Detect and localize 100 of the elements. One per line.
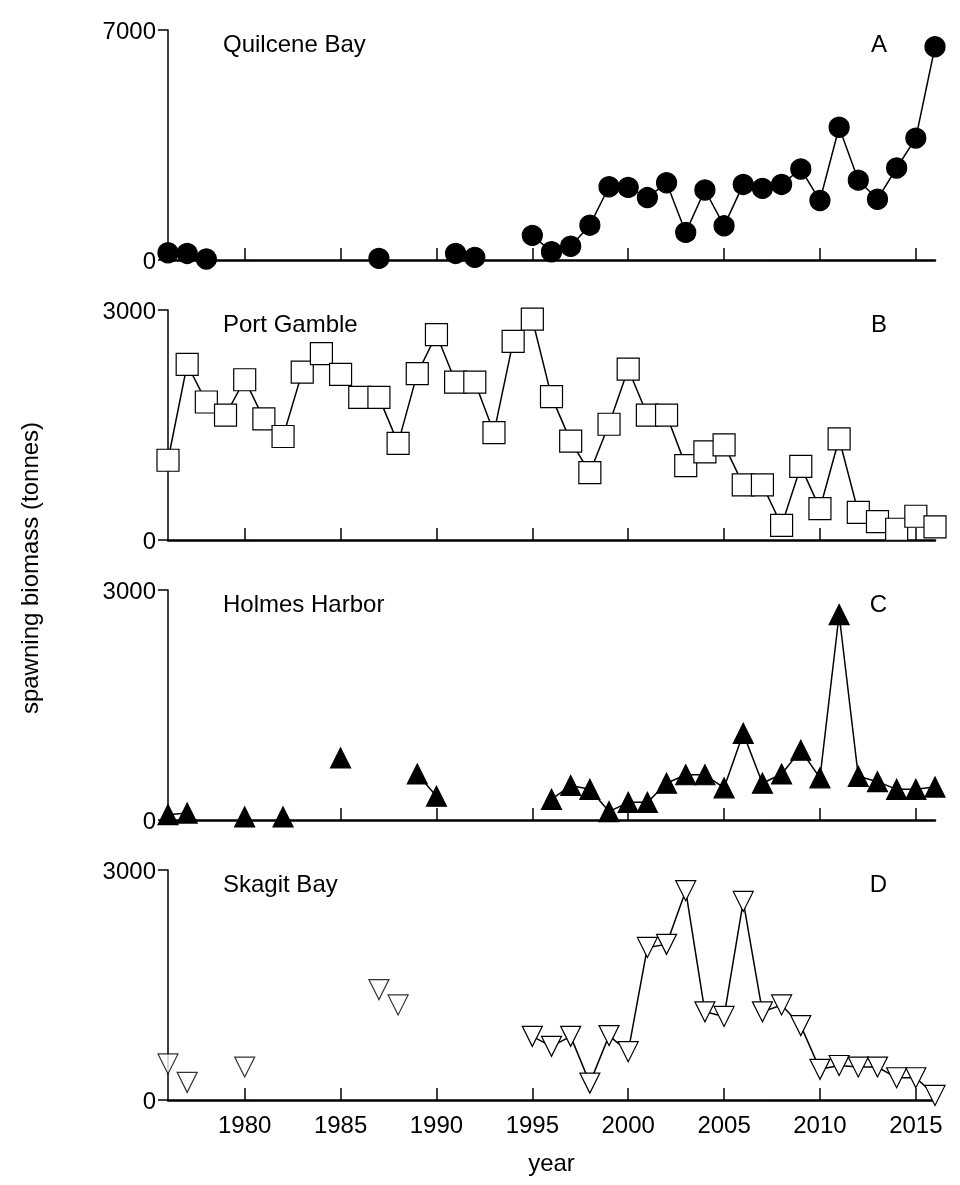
point xyxy=(674,454,698,478)
point xyxy=(386,431,410,455)
point xyxy=(272,806,294,828)
point xyxy=(521,1025,543,1047)
point xyxy=(886,1067,908,1089)
point xyxy=(790,739,812,761)
point xyxy=(464,246,486,268)
point xyxy=(771,763,793,785)
point xyxy=(367,385,391,409)
y-tick-label: 0 xyxy=(142,526,156,554)
point xyxy=(924,36,946,58)
point xyxy=(540,1035,563,1057)
x-tick-label: 1990 xyxy=(409,1110,464,1138)
point xyxy=(157,804,179,826)
chart-title: Port Gamble xyxy=(223,309,358,337)
point xyxy=(176,242,198,265)
point xyxy=(771,994,793,1016)
point xyxy=(424,322,449,347)
x-tick-label: 2015 xyxy=(889,1110,943,1138)
point xyxy=(578,460,602,485)
point xyxy=(176,1071,198,1093)
point xyxy=(157,242,179,264)
point xyxy=(636,186,658,209)
point xyxy=(790,1015,812,1037)
point xyxy=(406,763,428,785)
point xyxy=(175,352,199,377)
point xyxy=(905,127,927,149)
point xyxy=(157,1053,179,1075)
point xyxy=(271,424,295,449)
point xyxy=(368,979,390,1001)
point xyxy=(579,214,601,236)
point xyxy=(924,1084,946,1106)
point xyxy=(234,806,256,828)
point xyxy=(309,342,333,366)
point xyxy=(770,513,794,538)
point xyxy=(579,778,601,800)
point xyxy=(156,448,180,472)
point xyxy=(560,235,582,257)
y-tick-label: 7000 xyxy=(102,16,156,44)
point xyxy=(520,307,544,331)
point xyxy=(751,177,774,199)
point xyxy=(675,880,697,902)
point xyxy=(328,362,353,386)
point xyxy=(194,390,218,414)
point xyxy=(598,1025,620,1047)
point xyxy=(694,1001,716,1023)
point xyxy=(732,890,754,913)
point xyxy=(617,176,639,198)
point xyxy=(176,802,198,824)
point xyxy=(655,772,678,794)
point xyxy=(675,221,697,243)
annotation: A xyxy=(870,29,888,57)
point xyxy=(905,778,927,800)
point xyxy=(886,778,908,800)
point xyxy=(866,1056,889,1078)
point xyxy=(713,215,735,237)
x-axis-title: year xyxy=(528,1148,575,1176)
point xyxy=(732,722,754,744)
point xyxy=(559,429,583,453)
y-axis-title: spawning biomass (tonnes) xyxy=(16,421,44,715)
point xyxy=(847,765,869,787)
point xyxy=(539,385,564,409)
point xyxy=(654,403,679,427)
point xyxy=(463,370,487,394)
x-tick-label: 2010 xyxy=(793,1110,847,1138)
point xyxy=(540,788,563,810)
annotation: B xyxy=(870,309,888,337)
point xyxy=(579,1072,601,1094)
point xyxy=(387,994,409,1016)
point xyxy=(905,1067,927,1089)
x-tick-label: 1985 xyxy=(313,1110,368,1138)
point xyxy=(655,933,678,955)
point xyxy=(616,357,640,381)
y-tick-label: 3000 xyxy=(102,856,156,884)
x-tick-label: 2000 xyxy=(601,1110,655,1138)
point xyxy=(482,421,506,445)
y-tick-label: 0 xyxy=(142,1086,156,1114)
y-tick-label: 0 xyxy=(142,806,156,834)
point xyxy=(445,242,467,265)
point xyxy=(885,517,909,541)
point xyxy=(501,329,525,354)
point xyxy=(828,116,850,138)
point xyxy=(655,172,678,194)
point xyxy=(540,241,563,263)
point xyxy=(560,774,582,797)
point xyxy=(771,173,793,196)
point xyxy=(598,176,620,198)
point xyxy=(809,1058,831,1080)
point xyxy=(195,248,217,270)
point xyxy=(809,189,831,212)
point xyxy=(617,791,639,813)
point xyxy=(694,179,716,201)
point xyxy=(866,188,889,210)
point xyxy=(290,360,314,384)
point xyxy=(636,936,658,959)
point xyxy=(252,407,276,431)
point xyxy=(789,454,813,478)
point xyxy=(213,403,238,427)
point xyxy=(617,1041,639,1063)
point xyxy=(560,1025,582,1047)
